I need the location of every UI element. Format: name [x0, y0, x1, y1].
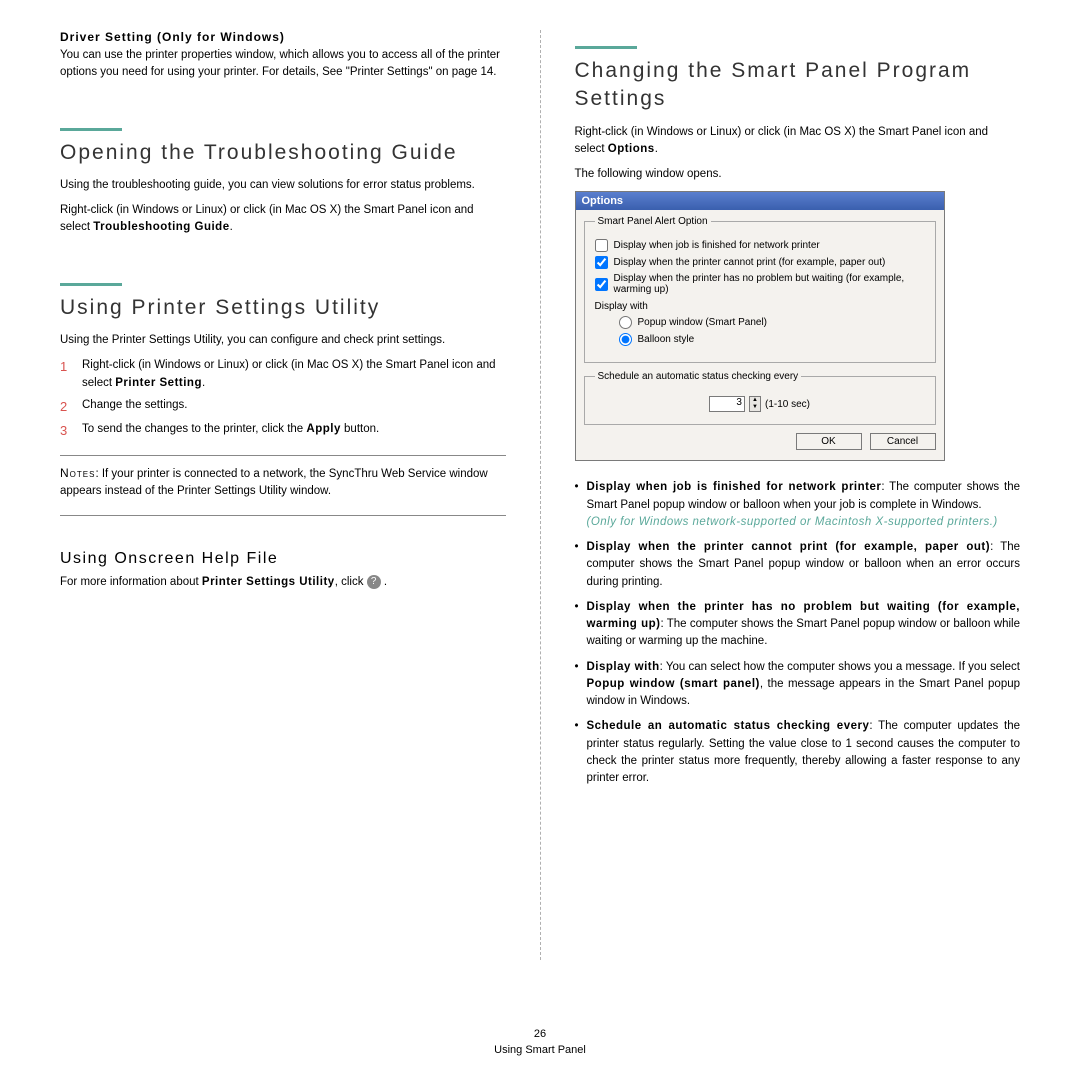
sp-p1-c: . — [655, 143, 658, 155]
step-number: 3 — [60, 421, 72, 441]
alert-option-legend: Smart Panel Alert Option — [595, 216, 711, 227]
smart-panel-p2: The following window opens. — [575, 166, 1021, 183]
options-dialog: Options Smart Panel Alert Option Display… — [575, 191, 945, 461]
printer-settings-utility-label: Printer Settings Utility — [202, 576, 335, 588]
rad-popup-input[interactable] — [619, 316, 632, 329]
dialog-button-row: OK Cancel — [584, 433, 936, 450]
rad-balloon-input[interactable] — [619, 333, 632, 346]
step-2-text: Change the settings. — [82, 397, 188, 417]
step-1-c: . — [202, 377, 205, 389]
help-body-c: , click — [335, 576, 367, 588]
chk-job-finished[interactable]: Display when job is finished for network… — [595, 239, 925, 252]
chk-waiting[interactable]: Display when the printer has no problem … — [595, 273, 925, 295]
step-3-c: button. — [341, 423, 379, 435]
utility-title: Using Printer Settings Utility — [60, 294, 506, 322]
troubleshooting-p2: Right-click (in Windows or Linux) or cli… — [60, 202, 506, 237]
step-number: 1 — [60, 357, 72, 393]
rad-popup[interactable]: Popup window (Smart Panel) — [619, 316, 925, 329]
rad-balloon-label: Balloon style — [638, 334, 695, 345]
help-title: Using Onscreen Help File — [60, 550, 506, 568]
b4-mid1: : You can select how the computer shows … — [660, 661, 1020, 673]
chk-waiting-input[interactable] — [595, 278, 608, 291]
divider-line — [60, 455, 506, 456]
utility-section: Using Printer Settings Utility Using the… — [60, 283, 506, 524]
rad-balloon[interactable]: Balloon style — [619, 333, 925, 346]
printer-setting-label: Printer Setting — [115, 377, 202, 389]
schedule-legend: Schedule an automatic status checking ev… — [595, 371, 802, 382]
step-3: 3 To send the changes to the printer, cl… — [60, 421, 506, 441]
smart-panel-title: Changing the Smart Panel Program Setting… — [575, 57, 1021, 114]
page-footer: 26 Using Smart Panel — [0, 1028, 1080, 1056]
help-section: Using Onscreen Help File For more inform… — [60, 550, 506, 591]
schedule-spinner-value[interactable]: 3 — [709, 396, 745, 412]
notes-body: : If your printer is connected to a netw… — [60, 468, 488, 497]
right-column: Changing the Smart Panel Program Setting… — [575, 30, 1021, 960]
b5-bold: Schedule an automatic status checking ev… — [587, 720, 870, 732]
utility-steps: 1 Right-click (in Windows or Linux) or c… — [60, 357, 506, 441]
section-rule — [60, 128, 122, 131]
driver-setting-heading: Driver Setting (Only for Windows) — [60, 30, 506, 44]
notes-label: Notes — [60, 466, 95, 480]
schedule-unit: (1-10 sec) — [765, 399, 810, 410]
help-body: For more information about Printer Setti… — [60, 574, 506, 591]
chk-waiting-label: Display when the printer has no problem … — [614, 273, 925, 295]
display-with-label: Display with — [595, 301, 925, 312]
troubleshooting-p1: Using the troubleshooting guide, you can… — [60, 177, 506, 194]
dialog-body: Smart Panel Alert Option Display when jo… — [576, 210, 944, 460]
cancel-button[interactable]: Cancel — [870, 433, 936, 450]
rad-popup-label: Popup window (Smart Panel) — [638, 317, 768, 328]
troubleshooting-title: Opening the Troubleshooting Guide — [60, 139, 506, 167]
column-divider — [540, 30, 541, 960]
bullet-schedule: Schedule an automatic status checking ev… — [575, 718, 1021, 787]
bullet-cannot-print: Display when the printer cannot print (f… — [575, 539, 1021, 591]
alert-option-fieldset: Smart Panel Alert Option Display when jo… — [584, 216, 936, 363]
step-1: 1 Right-click (in Windows or Linux) or c… — [60, 357, 506, 393]
step-2: 2 Change the settings. — [60, 397, 506, 417]
b2-bold: Display when the printer cannot print (f… — [587, 541, 991, 553]
left-column: Driver Setting (Only for Windows) You ca… — [60, 30, 506, 960]
notes-block: Notes: If your printer is connected to a… — [60, 464, 506, 501]
bullet-job-finished: Display when job is finished for network… — [575, 479, 1021, 531]
options-explain-list: Display when job is finished for network… — [575, 479, 1021, 787]
b1-bold: Display when job is finished for network… — [587, 481, 882, 493]
utility-intro: Using the Printer Settings Utility, you … — [60, 332, 506, 349]
driver-setting-block: Driver Setting (Only for Windows) You ca… — [60, 30, 506, 90]
page: Driver Setting (Only for Windows) You ca… — [0, 0, 1080, 1000]
troubleshooting-guide-label: Troubleshooting Guide — [93, 221, 229, 233]
troubleshooting-p2-c: . — [230, 221, 233, 233]
bullet-display-with: Display with: You can select how the com… — [575, 659, 1021, 711]
chk-job-finished-label: Display when job is finished for network… — [614, 240, 820, 251]
ok-button[interactable]: OK — [796, 433, 862, 450]
b1-note: (Only for Windows network-supported or M… — [587, 514, 1021, 531]
schedule-fieldset: Schedule an automatic status checking ev… — [584, 371, 936, 425]
step-3-a: To send the changes to the printer, clic… — [82, 423, 306, 435]
help-body-a: For more information about — [60, 576, 202, 588]
bullet-waiting: Display when the printer has no problem … — [575, 599, 1021, 651]
schedule-row: 3 ▲▼ (1-10 sec) — [595, 396, 925, 412]
spinner-buttons[interactable]: ▲▼ — [749, 396, 761, 412]
help-icon[interactable]: ? — [367, 575, 381, 589]
footer-caption: Using Smart Panel — [0, 1044, 1080, 1056]
apply-label: Apply — [306, 423, 340, 435]
b4-bold2: Popup window (smart panel) — [587, 678, 760, 690]
step-number: 2 — [60, 397, 72, 417]
chk-cannot-print[interactable]: Display when the printer cannot print (f… — [595, 256, 925, 269]
dialog-titlebar: Options — [576, 192, 944, 210]
chk-cannot-print-input[interactable] — [595, 256, 608, 269]
display-with-group: Popup window (Smart Panel) Balloon style — [595, 316, 925, 346]
divider-line — [60, 515, 506, 516]
smart-panel-p1: Right-click (in Windows or Linux) or cli… — [575, 124, 1021, 159]
section-rule — [60, 283, 122, 286]
chk-job-finished-input[interactable] — [595, 239, 608, 252]
smart-panel-section: Changing the Smart Panel Program Setting… — [575, 46, 1021, 795]
driver-setting-body: You can use the printer properties windo… — [60, 47, 506, 82]
section-rule — [575, 46, 637, 49]
options-label: Options — [608, 143, 655, 155]
b4-bold: Display with — [587, 661, 660, 673]
page-number: 26 — [0, 1028, 1080, 1040]
step-1-text: Right-click (in Windows or Linux) or cli… — [82, 357, 506, 393]
chk-cannot-print-label: Display when the printer cannot print (f… — [614, 257, 886, 268]
troubleshooting-section: Opening the Troubleshooting Guide Using … — [60, 128, 506, 245]
step-3-text: To send the changes to the printer, clic… — [82, 421, 379, 441]
